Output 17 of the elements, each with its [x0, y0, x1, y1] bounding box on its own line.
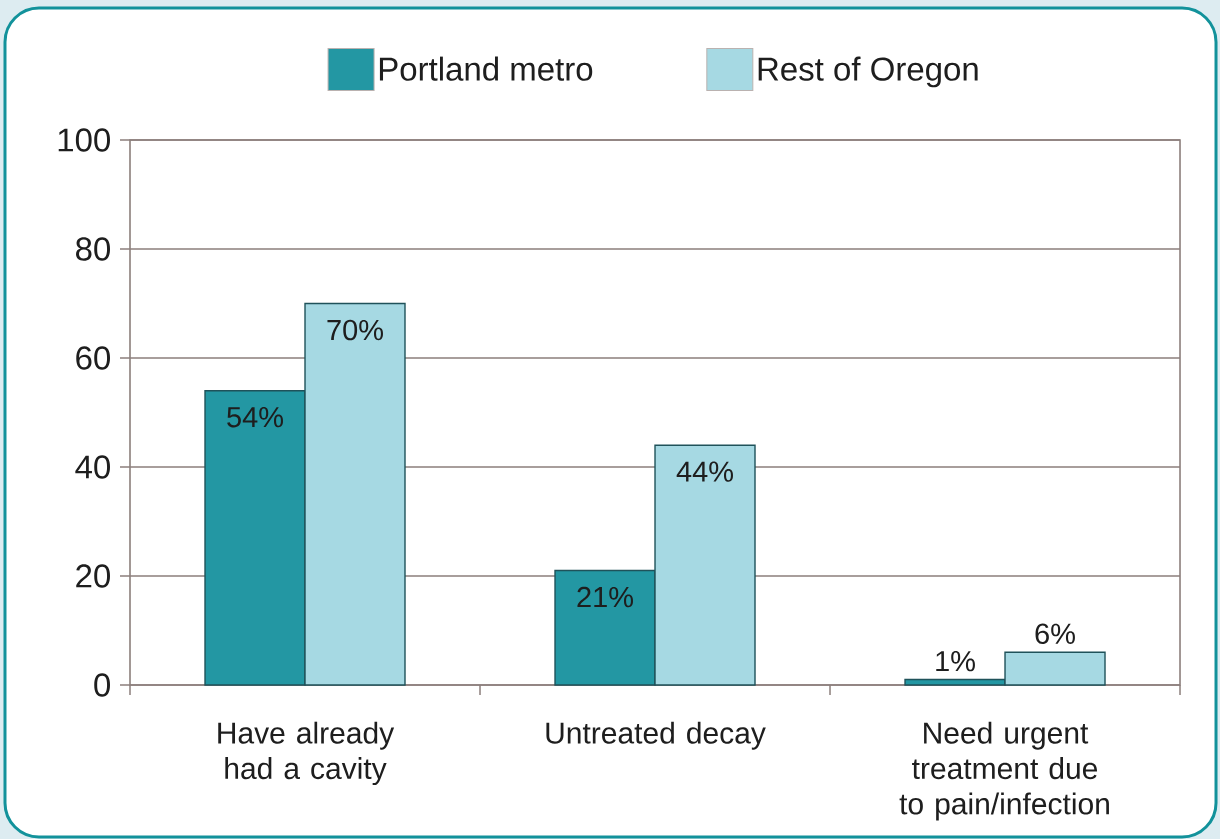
data-label: 21%: [577, 586, 633, 608]
data-label: 54%: [227, 406, 283, 428]
x-tick-label: Untreated decay: [546, 721, 766, 750]
data-label: 44%: [676, 461, 733, 482]
legend-label: Portland metro: [379, 56, 593, 81]
y-tick-label: 20: [76, 564, 110, 588]
x-tick-label: Need urgent treatment due to pain/infection: [899, 721, 1109, 821]
legend-label: Rest of Oregon: [758, 56, 978, 88]
data-label: 6%: [1035, 623, 1075, 645]
y-tick-label: 100: [58, 128, 110, 152]
data-label: 70%: [327, 319, 383, 341]
data-label: 1%: [936, 651, 975, 672]
y-tick-label: 0: [94, 673, 110, 697]
y-tick-label: 80: [76, 237, 110, 261]
x-tick-label: Have already had a cavity: [218, 721, 395, 786]
y-tick-label: 60: [76, 346, 110, 370]
y-tick-label: 40: [75, 455, 110, 479]
